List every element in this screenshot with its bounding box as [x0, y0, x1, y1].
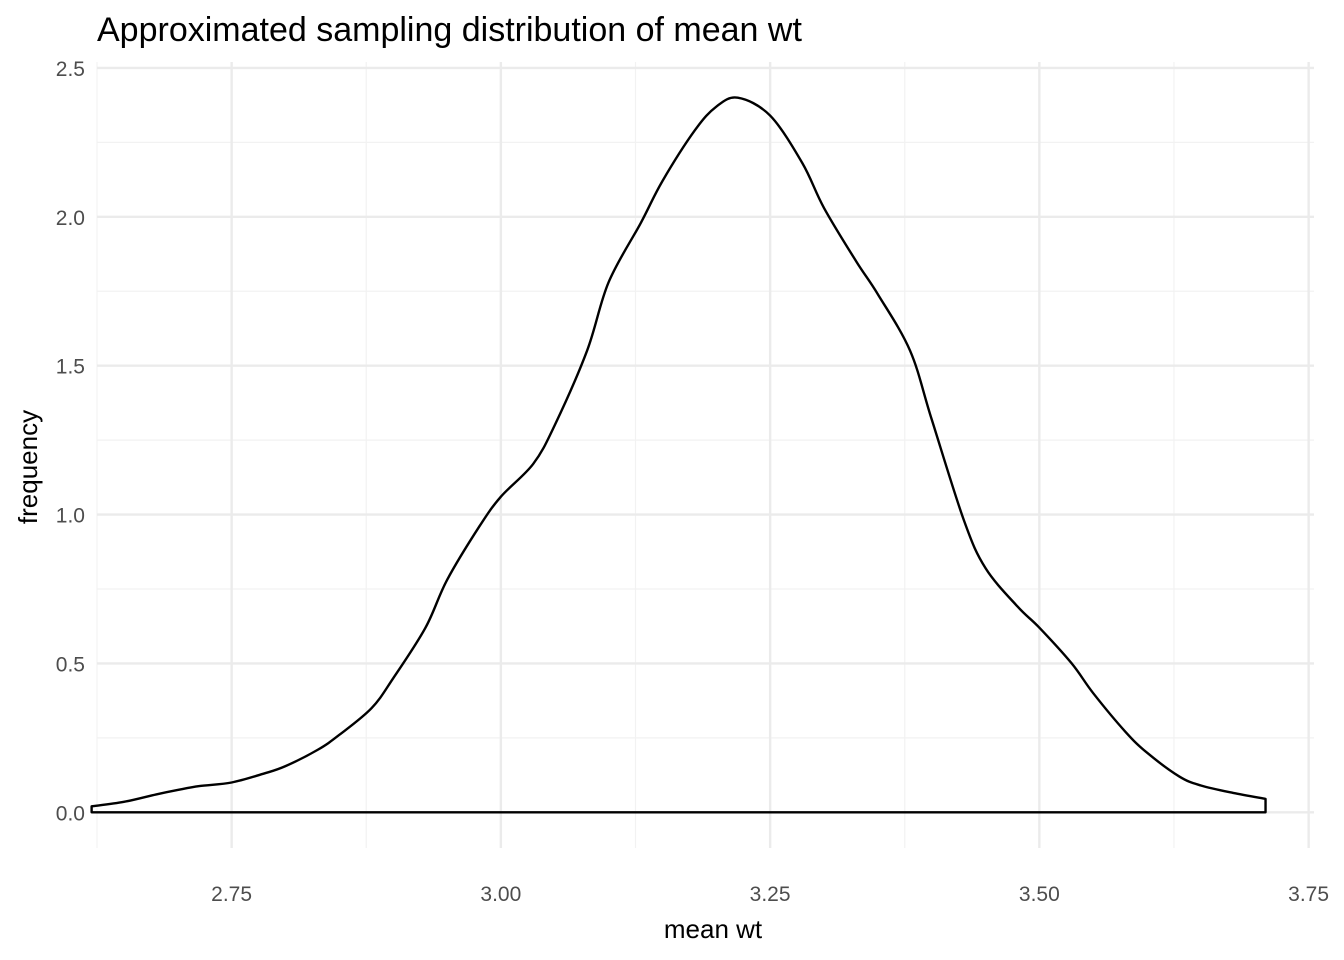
y-tick-label: 1.5 [56, 356, 85, 379]
y-tick-label: 2.5 [56, 58, 85, 81]
x-axis-ticks: 2.75 3.00 3.25 3.50 3.75 [211, 883, 1329, 906]
x-tick-label: 2.75 [211, 883, 252, 906]
y-axis-ticks: 0.0 0.5 1.0 1.5 2.0 2.5 [56, 58, 85, 825]
x-tick-label: 3.25 [750, 883, 791, 906]
y-axis-title: frequency [13, 410, 43, 524]
x-tick-label: 3.50 [1019, 883, 1060, 906]
y-tick-label: 2.0 [56, 207, 85, 230]
grid [96, 62, 1314, 848]
x-tick-label: 3.00 [480, 883, 521, 906]
y-tick-label: 0.0 [56, 802, 85, 825]
density-series [90, 96, 1267, 814]
x-axis-title: mean wt [664, 914, 763, 944]
x-tick-label: 3.75 [1288, 883, 1329, 906]
density-curve [90, 96, 1267, 814]
chart-title: Approximated sampling distribution of me… [97, 11, 802, 49]
y-tick-label: 0.5 [56, 653, 85, 676]
y-tick-label: 1.0 [56, 505, 85, 528]
